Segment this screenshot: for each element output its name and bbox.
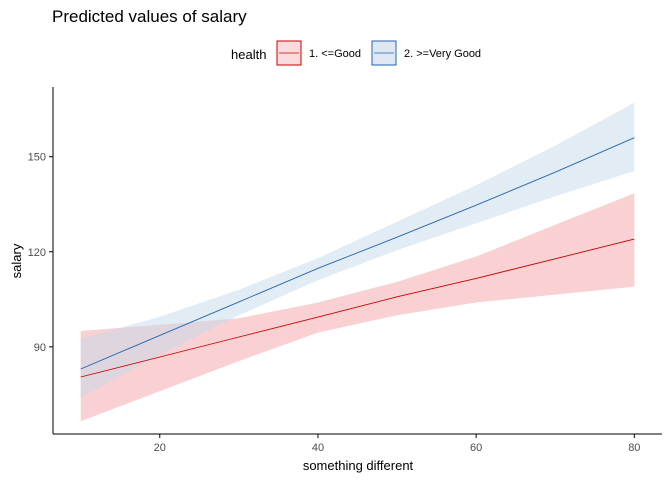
- axis-ticks: 20 40 60 80 90 120 150: [28, 152, 641, 454]
- y-tick-label: 90: [34, 342, 46, 354]
- legend-label-series-2: 2. >=Very Good: [404, 48, 481, 60]
- y-axis-title: salary: [9, 243, 24, 278]
- legend-label-series-1: 1. <=Good: [309, 48, 361, 60]
- x-tick-label: 80: [628, 442, 640, 454]
- legend: health 1. <=Good 2. >=Very Good: [231, 40, 481, 66]
- chart-title: Predicted values of salary: [52, 7, 247, 26]
- line-series-2: [80, 137, 635, 370]
- x-tick-label: 20: [154, 442, 166, 454]
- y-tick-label: 150: [28, 152, 46, 164]
- ci-ribbon-series-2: [80, 102, 635, 398]
- x-tick-label: 40: [312, 442, 324, 454]
- x-axis-title: something different: [303, 458, 414, 473]
- legend-title: health: [231, 47, 266, 62]
- plot-area: [80, 102, 635, 422]
- y-tick-label: 120: [28, 247, 46, 259]
- x-tick-label: 60: [470, 442, 482, 454]
- line-series-1: [80, 238, 635, 378]
